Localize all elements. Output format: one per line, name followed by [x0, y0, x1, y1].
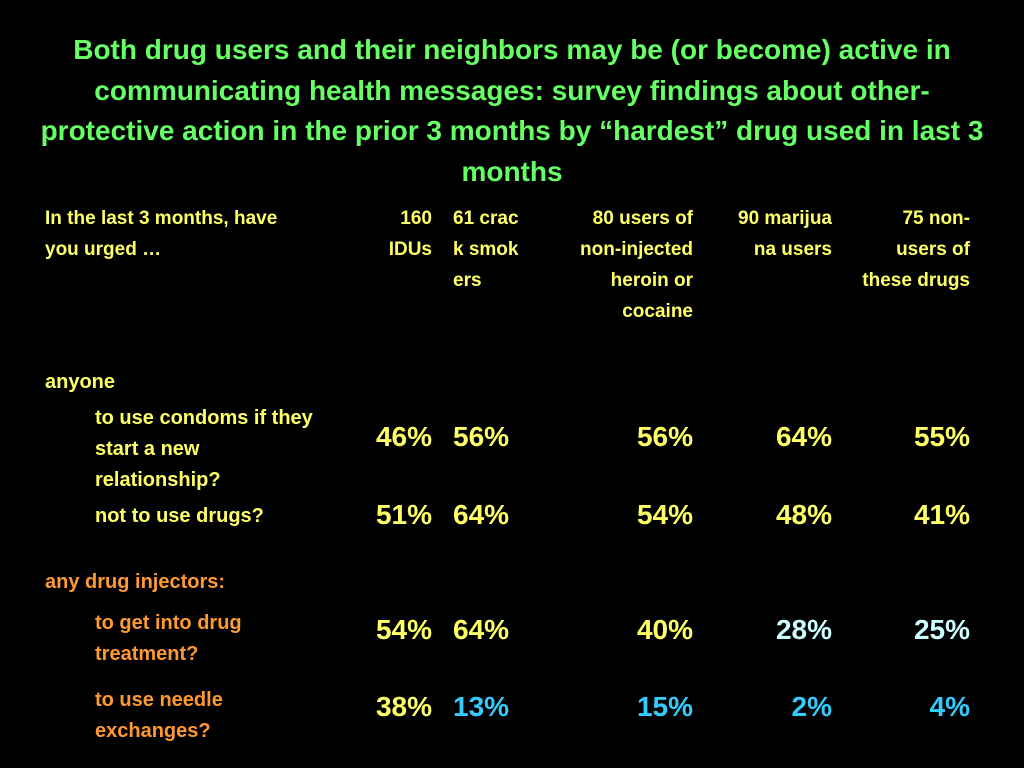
value-cell: 48% — [775, 499, 832, 530]
header-cell: 80 users of non-injected heroin or cocai… — [580, 208, 693, 322]
value-cell: 55% — [913, 421, 970, 452]
row-label: to get into drug treatment? — [95, 612, 242, 665]
value-cell: 51% — [375, 499, 432, 530]
value-cell: 2% — [791, 691, 832, 722]
value-cell: 54% — [636, 499, 693, 530]
value-cell: 38% — [375, 691, 432, 722]
row-label: not to use drugs? — [95, 505, 264, 527]
header-cell: 61 crack smokers — [453, 208, 519, 291]
row-label: to use needle exchanges? — [95, 689, 223, 742]
value-cell: 64% — [453, 614, 510, 645]
section-label: anyone — [45, 371, 116, 393]
header-cell: 160 IDUs — [388, 208, 432, 260]
value-cell: 56% — [453, 421, 510, 452]
slide-title: Both drug users and their neighbors may … — [40, 34, 984, 187]
value-cell: 28% — [775, 614, 832, 645]
value-cell: 46% — [375, 421, 432, 452]
value-cell: 41% — [913, 499, 970, 530]
value-cell: 15% — [636, 691, 693, 722]
value-cell: 64% — [775, 421, 832, 452]
value-cell: 54% — [375, 614, 432, 645]
header-cell: 90 marijuana users — [738, 208, 832, 260]
row-label: to use condoms if they start a new relat… — [95, 407, 313, 491]
header-cell: In the last 3 months, have you urged … — [45, 208, 278, 260]
value-cell: 64% — [453, 499, 510, 530]
value-cell: 4% — [929, 691, 970, 722]
section-label: any drug injectors: — [45, 571, 226, 593]
value-cell: 25% — [913, 614, 970, 645]
header-cell: 75 non-users of these drugs — [862, 208, 970, 291]
value-cell: 40% — [636, 614, 693, 645]
value-cell: 56% — [636, 421, 693, 452]
value-cell: 13% — [453, 691, 510, 722]
